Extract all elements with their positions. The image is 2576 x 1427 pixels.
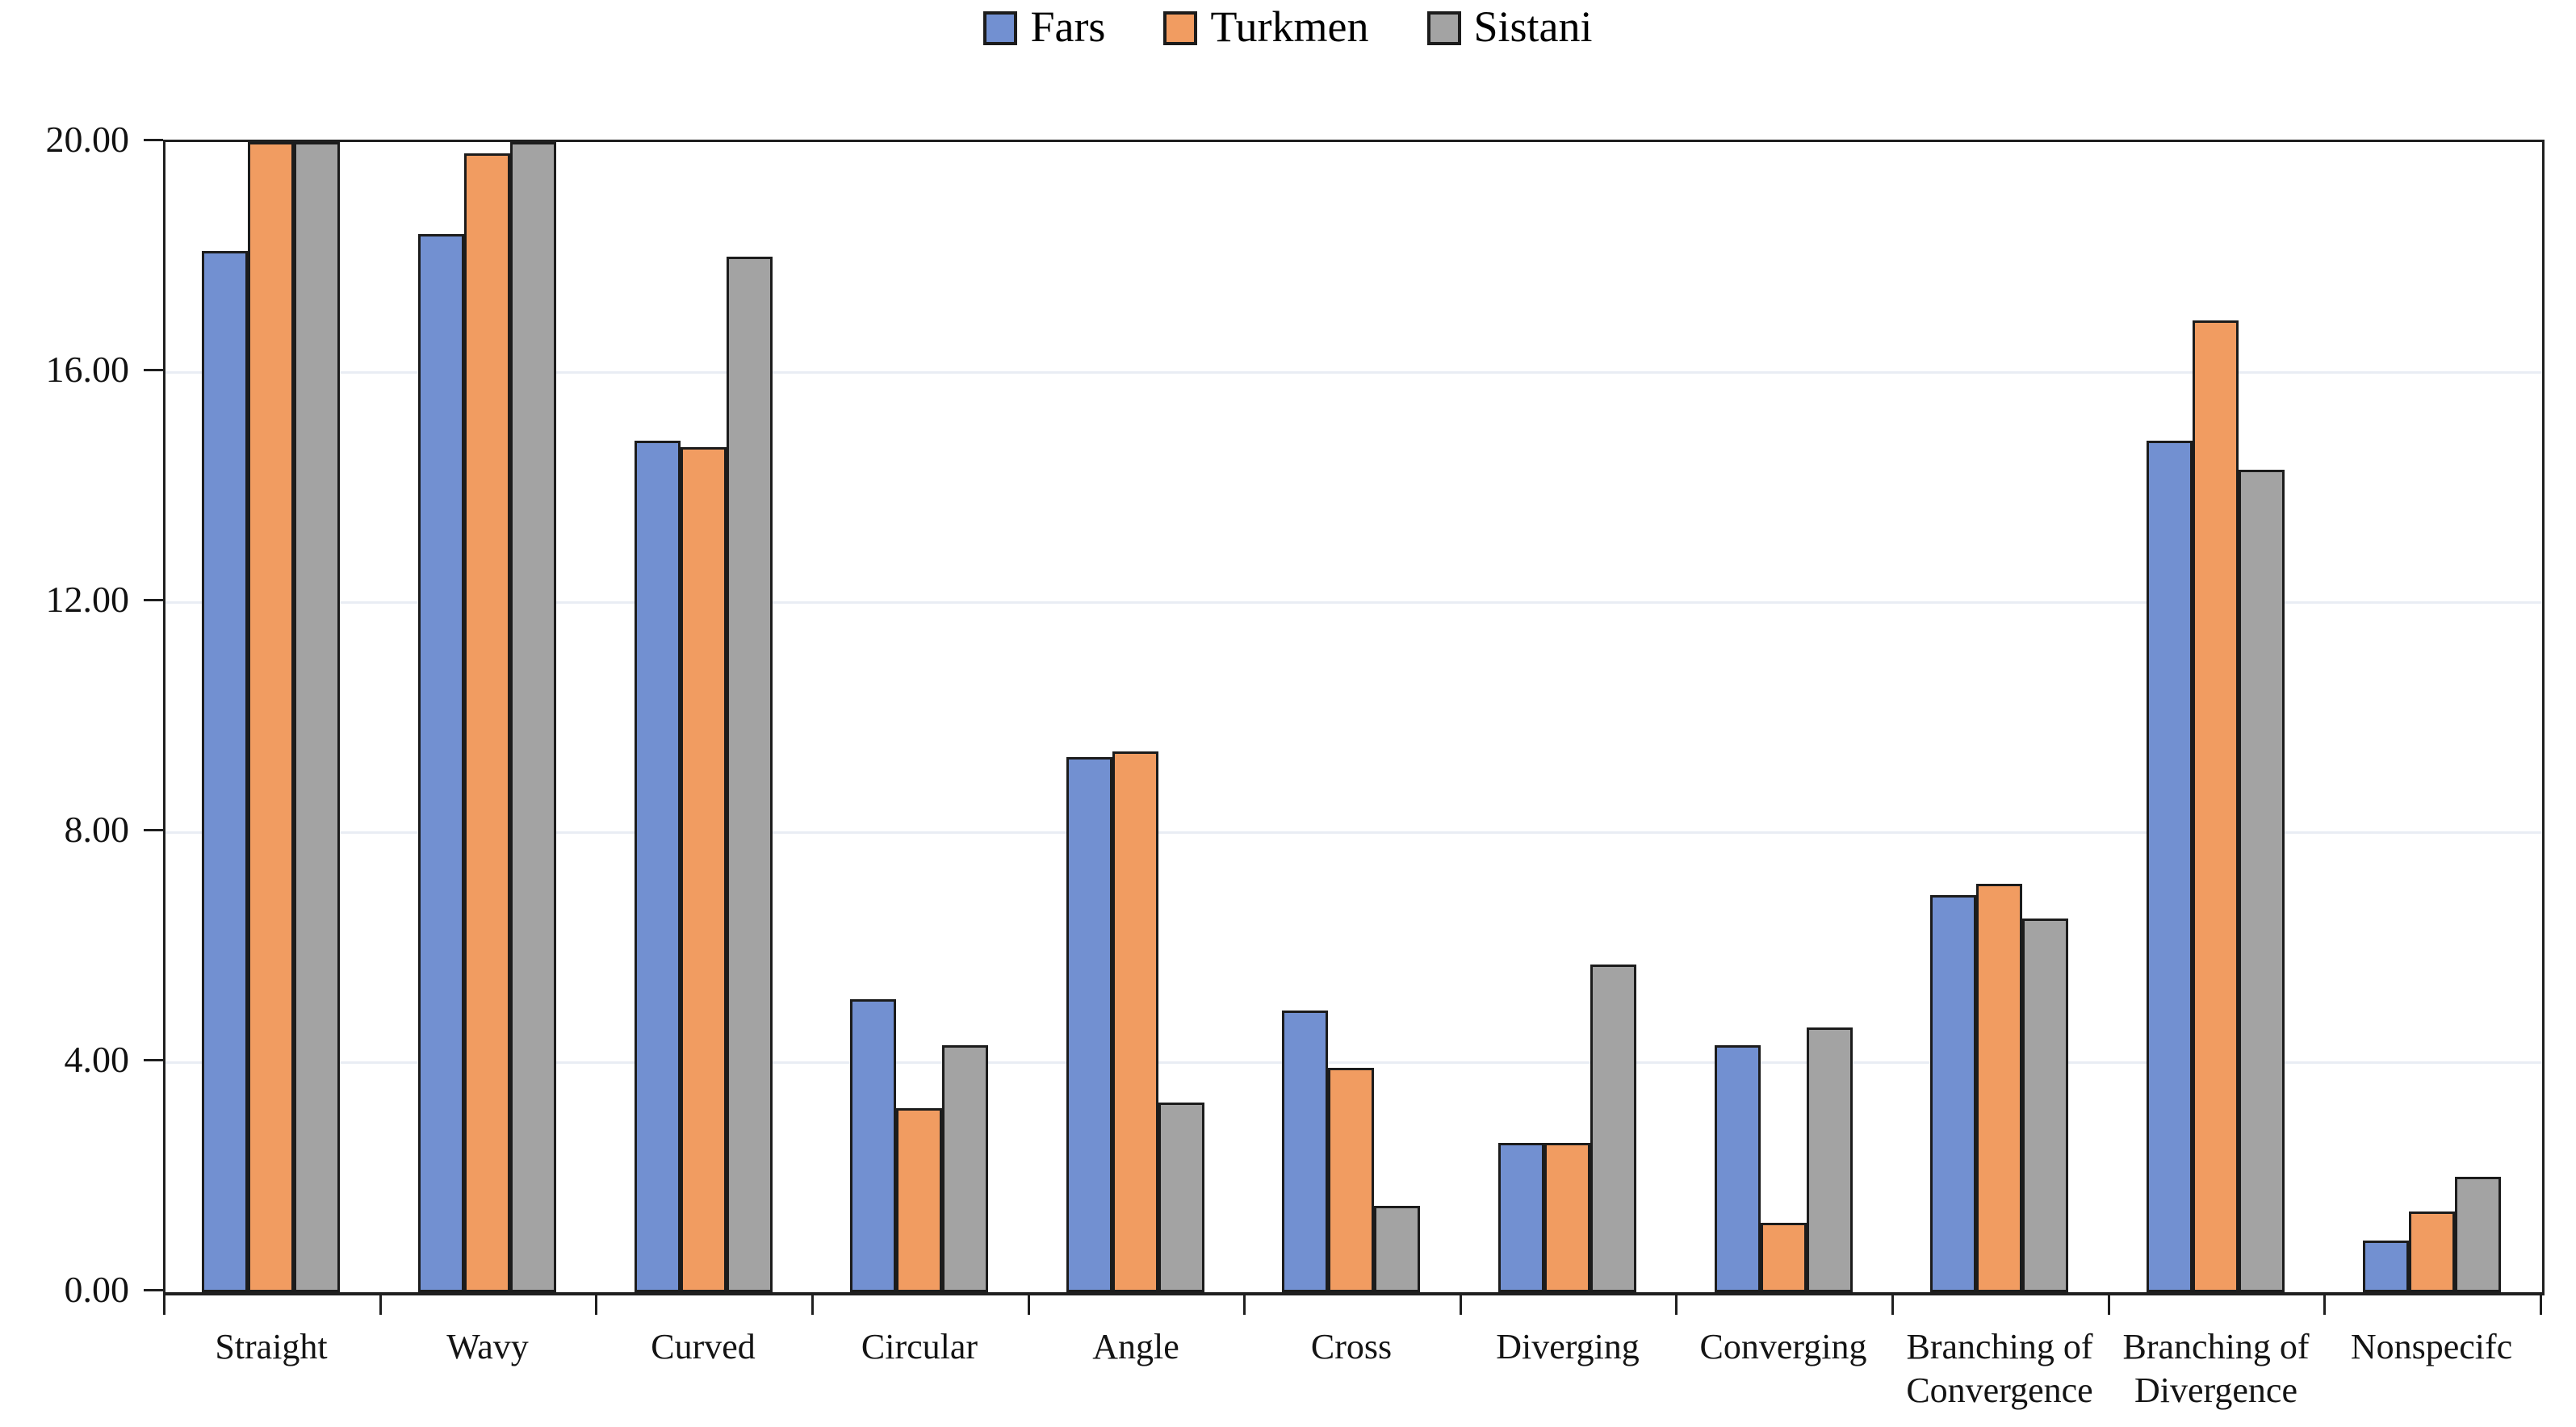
bar-turkmen-straight <box>248 142 294 1292</box>
bar-turkmen-branching-of-divergence <box>2193 320 2239 1292</box>
bar-fars-straight <box>202 251 248 1292</box>
x-tick-mark <box>2540 1292 2542 1315</box>
y-tick-mark <box>144 369 163 371</box>
y-axis-label-4.00: 4.00 <box>64 1039 130 1080</box>
y-tick-mark <box>144 829 163 831</box>
x-tick-mark <box>811 1292 814 1315</box>
x-axis-label-wavy: Wavy <box>446 1327 529 1366</box>
bar-fars-converging <box>1715 1045 1761 1292</box>
legend-swatch-fars <box>983 11 1018 45</box>
y-tick-mark <box>144 1059 163 1061</box>
legend-swatch-sistani <box>1426 11 1461 45</box>
y-axis-label-12.00: 12.00 <box>45 579 130 620</box>
y-axis-label-0.00: 0.00 <box>64 1269 130 1310</box>
legend-label-fars: Fars <box>1030 2 1106 51</box>
bar-sistani-nonspecifc <box>2455 1177 2501 1292</box>
y-tick-mark <box>144 599 163 601</box>
x-tick-mark <box>1891 1292 1894 1315</box>
x-tick-mark <box>2323 1292 2326 1315</box>
bar-sistani-straight <box>294 142 340 1292</box>
x-axis-label-cross: Cross <box>1310 1327 1393 1366</box>
bar-turkmen-circular <box>896 1108 942 1292</box>
x-tick-mark <box>379 1292 382 1315</box>
bar-sistani-angle <box>1158 1103 1204 1292</box>
bar-fars-branching-of-divergence <box>2147 441 2193 1292</box>
bar-sistani-branching-of-divergence <box>2239 470 2285 1292</box>
bar-turkmen-diverging <box>1544 1143 1590 1292</box>
x-axis-label-branching-of-convergence: Branching of Convergence <box>1906 1327 2093 1410</box>
bar-fars-branching-of-convergence <box>1930 895 1976 1292</box>
legend-swatch-turkmen <box>1163 11 1198 45</box>
bar-sistani-wavy <box>510 142 556 1292</box>
x-tick-mark <box>1675 1292 1678 1315</box>
gridline-8 <box>165 831 2542 834</box>
x-tick-mark <box>1243 1292 1246 1315</box>
gridline-4 <box>165 1061 2542 1064</box>
x-tick-mark <box>163 1292 165 1315</box>
bar-sistani-branching-of-convergence <box>2022 919 2068 1292</box>
bar-sistani-diverging <box>1590 965 1636 1292</box>
legend-item-turkmen: Turkmen <box>1163 2 1369 52</box>
bar-fars-wavy <box>418 234 464 1292</box>
x-axis-label-nonspecifc: Nonspecifc <box>2350 1327 2513 1366</box>
x-tick-mark <box>1028 1292 1030 1315</box>
chart-legend: Fars Turkmen Sistani <box>0 5 2576 52</box>
x-axis-label-diverging: Diverging <box>1496 1327 1640 1366</box>
bar-fars-diverging <box>1498 1143 1544 1292</box>
bar-sistani-circular <box>942 1045 988 1292</box>
bar-fars-nonspecifc <box>2363 1241 2409 1292</box>
bar-turkmen-angle <box>1112 751 1158 1292</box>
x-axis-label-curved: Curved <box>651 1327 756 1366</box>
bar-fars-curved <box>635 441 681 1292</box>
bar-turkmen-wavy <box>464 153 510 1292</box>
y-tick-mark <box>144 1289 163 1291</box>
bar-fars-angle <box>1066 757 1112 1292</box>
x-axis-label-straight: Straight <box>215 1327 328 1366</box>
legend-item-fars: Fars <box>983 5 1105 52</box>
bar-sistani-cross <box>1374 1206 1420 1292</box>
bar-sistani-curved <box>727 257 773 1292</box>
bar-turkmen-nonspecifc <box>2409 1211 2455 1292</box>
x-axis-label-branching-of-divergence: Branching of Divergence <box>2122 1327 2310 1410</box>
x-axis-label-circular: Circular <box>861 1327 978 1366</box>
bar-fars-cross <box>1282 1011 1328 1292</box>
x-tick-mark <box>1460 1292 1462 1315</box>
gridline-12 <box>165 601 2542 604</box>
bar-turkmen-curved <box>681 447 727 1292</box>
x-tick-mark <box>2108 1292 2110 1315</box>
gridline-16 <box>165 371 2542 374</box>
y-axis-label-16.00: 16.00 <box>45 349 130 390</box>
plot-area <box>163 140 2545 1295</box>
y-tick-mark <box>144 139 163 141</box>
bar-sistani-converging <box>1807 1027 1853 1292</box>
legend-label-turkmen: Turkmen <box>1210 2 1369 51</box>
bar-turkmen-branching-of-convergence <box>1976 884 2022 1292</box>
bar-fars-circular <box>850 999 896 1292</box>
x-axis-label-angle: Angle <box>1092 1327 1179 1366</box>
x-tick-mark <box>595 1292 597 1315</box>
y-axis-label-8.00: 8.00 <box>64 809 130 850</box>
legend-label-sistani: Sistani <box>1473 2 1593 51</box>
legend-item-sistani: Sistani <box>1426 2 1593 52</box>
bar-turkmen-converging <box>1761 1223 1807 1292</box>
x-axis-label-converging: Converging <box>1699 1327 1867 1366</box>
y-axis-label-20.00: 20.00 <box>45 119 130 160</box>
bar-turkmen-cross <box>1328 1068 1374 1292</box>
